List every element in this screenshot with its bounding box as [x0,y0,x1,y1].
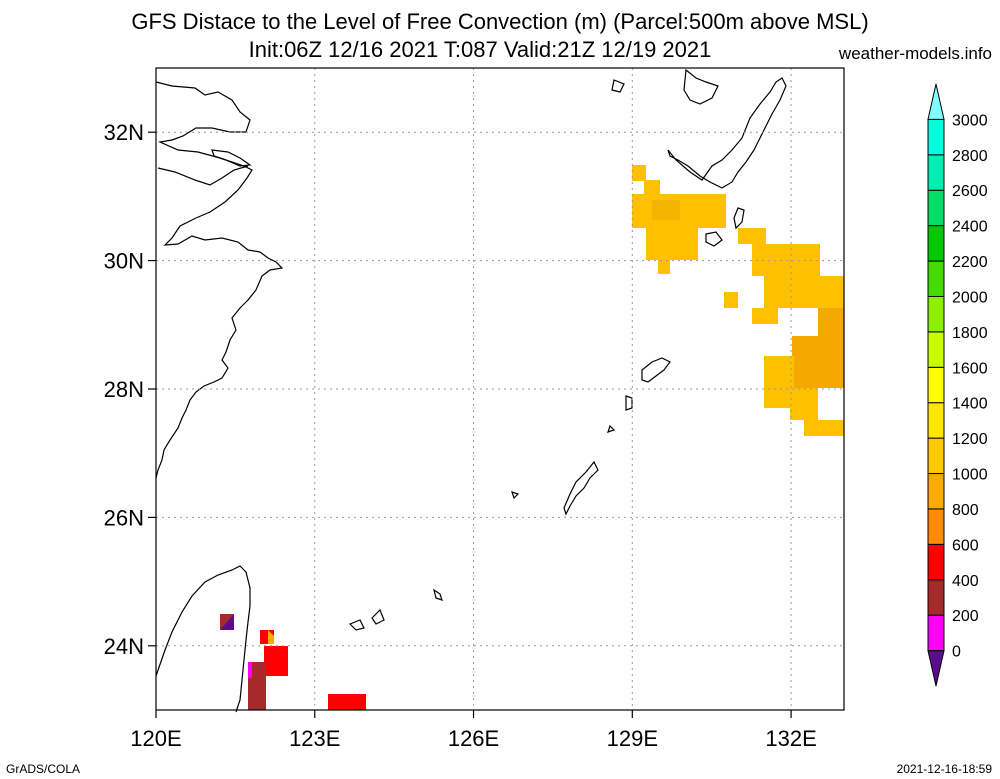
coastline-okinawa [563,460,599,516]
coastline-yakushima [705,231,723,247]
colorbar-label: 2800 [952,148,988,165]
coastline-tokunoshima [625,395,633,411]
lfc-cell [264,646,288,676]
colorbar-label: 400 [952,573,979,590]
colorbar-label: 600 [952,537,979,554]
colorbar-swatch [927,437,945,475]
coastline-tanegashima [733,207,745,230]
colorbar-swatch [927,154,945,191]
coastline-kyushu-west [683,68,719,105]
generation-timestamp: 2021-12-16-18:59 [896,762,992,776]
colorbar-label: 1000 [952,467,988,484]
lfc-cell [260,662,266,710]
coastline-china [155,81,284,479]
lfc-cell [764,356,794,408]
colorbar-swatch [927,295,945,333]
lon-tick-label: 120E [130,726,181,751]
lon-tick-label: 126E [448,726,499,751]
colorbar-label: 1600 [952,360,988,377]
lfc-cell [632,165,646,181]
lon-tick-label: 123E [289,726,340,751]
colorbar-label: 2200 [952,254,988,271]
colorbar-label: 1400 [952,396,988,413]
lfc-cell [220,614,234,630]
coastline-kume [511,491,520,500]
coastline-yangtze-bank [157,165,249,186]
site-label: weather-models.info [838,44,992,63]
lat-tick-label: 32N [104,120,144,145]
colorbar-swatch [927,225,945,262]
lfc-cell [646,228,698,260]
lfc-field-layer [220,165,844,710]
colorbar-swatch [927,508,945,545]
colorbar-swatch [927,473,945,510]
coastline-miyako [433,588,443,601]
colorbar-swatch [927,260,945,297]
colorbar-swatch [927,189,945,227]
lfc-cell [268,630,274,644]
lfc-cell [764,276,844,308]
coastline-yonaguni [607,424,616,433]
colorbar-label: 2600 [952,183,988,200]
lon-axis: 120E 123E 126E 129E 132E [130,710,817,751]
lat-tick-label: 28N [104,377,144,402]
lfc-cell [790,388,818,420]
colorbar-label: 800 [952,502,979,519]
colorbar-label: 3000 [952,112,988,129]
map-grid [155,68,844,710]
colorbar-swatch [927,331,945,368]
lon-tick-label: 132E [765,726,816,751]
lfc-cell [652,200,680,220]
lon-tick-label: 129E [607,726,658,751]
lfc-cell [644,180,660,194]
colorbar-swatch [927,366,945,404]
chart-subtitle: Init:06Z 12/16 2021 T:087 Valid:21Z 12/1… [248,37,712,62]
colorbar-max-arrow [927,83,945,120]
software-credit: GrADS/COLA [6,762,81,776]
coastline-taiwan [155,565,251,713]
lat-tick-label: 26N [104,505,144,530]
lfc-cell [804,420,844,436]
chart-title: GFS Distace to the Level of Free Convect… [131,9,869,34]
colorbar-label: 1800 [952,325,988,342]
lfc-cell [658,258,670,274]
lfc-cell [818,308,844,336]
colorbar-label: 200 [952,608,979,625]
lfc-cell [328,694,366,710]
lfc-cell [248,662,252,678]
lat-tick-label: 24N [104,634,144,659]
coastline-yangtze-island [211,149,252,167]
lfc-cell [752,308,778,324]
colorbar-swatch [927,543,945,581]
coastline-amami [641,357,671,383]
colorbar-label: 2400 [952,219,988,236]
colorbar-label: 0 [952,644,961,661]
colorbar-label: 1200 [952,431,988,448]
colorbar-min-arrow [927,650,945,687]
colorbar-label: 2000 [952,289,988,306]
lfc-cell [724,292,738,308]
colorbar: 0 200 400 600 800 1000 1200 1400 1600 1800 2000 220… [927,83,988,687]
lfc-cell [792,336,844,388]
lat-tick-label: 30N [104,249,144,274]
coastline-goto [611,79,625,93]
coastline-kyushu [667,77,787,189]
colorbar-swatch [927,402,945,439]
coastline-layer [155,68,787,713]
colorbar-swatch [927,579,945,616]
lfc-cell [752,244,820,276]
coastline-ishigaki [348,619,365,631]
coastline-iriomote [371,608,385,625]
lat-axis: 24N 26N 28N 30N 32N [104,120,156,659]
colorbar-swatch [927,118,945,156]
colorbar-swatch [927,614,945,652]
lfc-cell [738,228,766,244]
